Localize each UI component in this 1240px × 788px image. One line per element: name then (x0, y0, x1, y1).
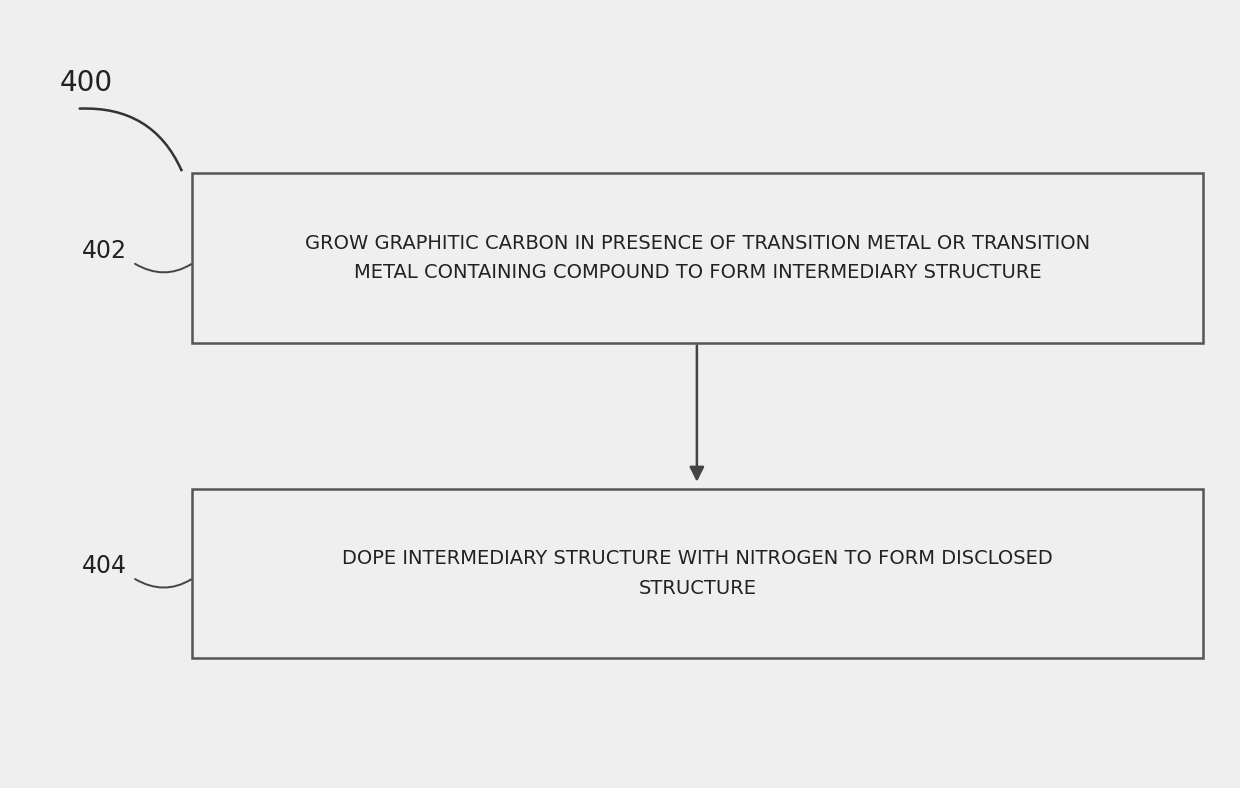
Text: DOPE INTERMEDIARY STRUCTURE WITH NITROGEN TO FORM DISCLOSED
STRUCTURE: DOPE INTERMEDIARY STRUCTURE WITH NITROGE… (342, 549, 1053, 597)
Text: 404: 404 (82, 554, 126, 578)
Text: GROW GRAPHITIC CARBON IN PRESENCE OF TRANSITION METAL OR TRANSITION
METAL CONTAI: GROW GRAPHITIC CARBON IN PRESENCE OF TRA… (305, 234, 1090, 282)
FancyArrowPatch shape (135, 579, 191, 588)
FancyBboxPatch shape (192, 173, 1203, 343)
Text: 402: 402 (82, 239, 126, 262)
Text: 400: 400 (60, 69, 113, 97)
FancyArrowPatch shape (135, 264, 191, 273)
FancyBboxPatch shape (192, 489, 1203, 658)
FancyArrowPatch shape (79, 109, 181, 170)
